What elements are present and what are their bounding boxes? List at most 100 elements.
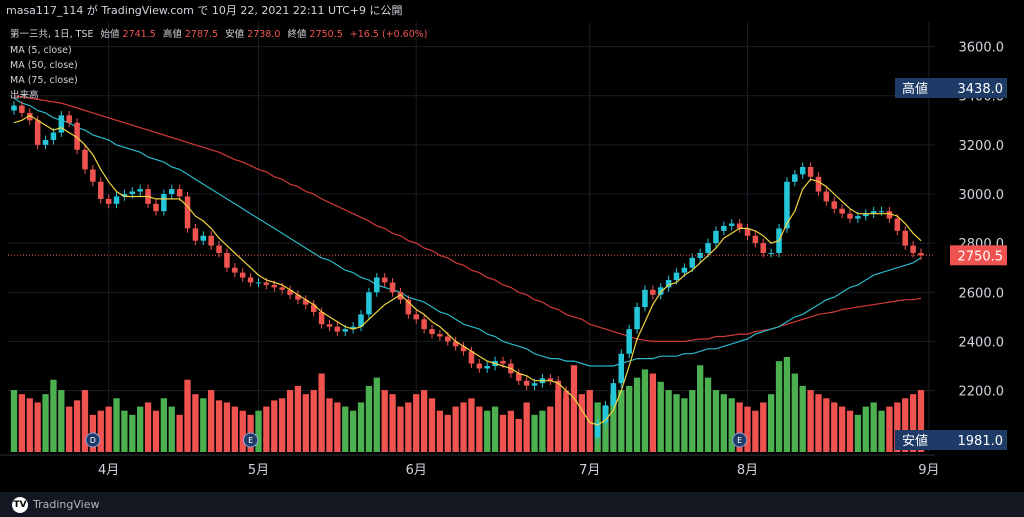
y-tick-label-5: 3200.0: [959, 139, 1005, 154]
candle-body-112: [894, 218, 901, 231]
candle-body-31: [255, 282, 262, 284]
volume-bar-88: [704, 377, 712, 452]
volume-bar-6: [58, 390, 65, 452]
candle-body-9: [82, 149, 88, 170]
candle-body-1: [19, 105, 25, 113]
volume-bar-63: [507, 410, 515, 452]
volume-bar-50: [405, 402, 412, 452]
candle-body-85: [681, 267, 688, 273]
volume-bar-17: [144, 402, 152, 452]
volume-bar-59: [476, 406, 483, 452]
volume-bar-26: [215, 400, 223, 452]
candle-body-15: [129, 191, 136, 194]
volume-bar-76: [610, 394, 617, 452]
candle-body-44: [358, 314, 364, 327]
volume-bar-75: [602, 406, 609, 452]
candle-body-71: [571, 407, 577, 421]
volume-bar-45: [365, 385, 373, 452]
candle-body-5: [50, 132, 57, 140]
ma5-layer: [13, 114, 922, 426]
legend-open: 2741.5: [123, 29, 156, 40]
candle-body-73: [586, 434, 593, 438]
volume-bar-106: [846, 410, 854, 452]
volume-bar-98: [783, 357, 791, 452]
candle-body-33: [271, 284, 278, 288]
candle-body-79: [634, 307, 640, 330]
volume-bar-65: [523, 402, 530, 452]
volume-bar-107: [854, 414, 862, 452]
volume-bar-38: [310, 390, 317, 452]
volume-bar-67: [539, 410, 546, 452]
event-marker-1: E: [243, 432, 259, 448]
candle-body-59: [476, 363, 483, 369]
volume-bar-70: [562, 398, 570, 452]
candle-body-0: [11, 105, 17, 111]
volume-bar-103: [823, 398, 830, 452]
volume-bar-37: [302, 394, 309, 452]
volume-bar-43: [349, 410, 357, 452]
candle-body-27: [224, 252, 230, 268]
candle-body-38: [310, 304, 317, 312]
price-chart[interactable]: DEED 2200.02400.02600.02800.03000.03200.…: [0, 22, 1024, 492]
volume-bar-68: [547, 406, 554, 452]
volume-bar-102: [815, 394, 822, 452]
volume-bar-16: [137, 406, 144, 452]
volume-bar-21: [176, 414, 183, 452]
legend: 第一三共, 1日, TSE 始値 2741.5 高値 2787.5 安値 273…: [10, 28, 428, 101]
volume-bar-84: [673, 394, 680, 452]
legend-ma50: MA (50, close): [10, 60, 78, 71]
candle-body-70: [563, 390, 569, 408]
legend-symbol: 第一三共, 1日, TSE: [10, 28, 93, 40]
volume-bar-87: [697, 365, 704, 452]
candle-body-110: [878, 211, 885, 213]
volume-bar-27: [223, 402, 231, 452]
candle-body-68: [547, 378, 554, 381]
volume-bar-78: [626, 385, 633, 452]
candle-body-81: [650, 289, 656, 295]
candle-body-100: [799, 166, 806, 175]
candle-body-111: [886, 211, 893, 219]
footer: TV TradingView: [0, 492, 1024, 517]
candle-body-64: [516, 373, 522, 381]
candle-body-40: [326, 324, 333, 327]
volume-bar-15: [129, 414, 136, 452]
candle-body-108: [863, 213, 869, 217]
low-badge-bg: [895, 430, 1007, 450]
candle-body-24: [200, 235, 207, 241]
candle-body-29: [239, 272, 246, 278]
tradingview-logo[interactable]: TV TradingView: [12, 492, 99, 517]
volume-bar-23: [192, 394, 199, 452]
candle-body-90: [721, 225, 727, 231]
volume-bar-11: [97, 410, 104, 452]
low-badge-label: 安値: [902, 433, 928, 449]
volume-bar-97: [775, 361, 783, 452]
candle-body-20: [168, 189, 175, 194]
candle-body-3: [34, 120, 41, 145]
volume-bar-80: [641, 369, 649, 452]
y-tick-label-2: 2600.0: [959, 286, 1005, 301]
volume-bar-9: [81, 390, 89, 452]
candle-body-14: [121, 194, 128, 197]
x-tick-label-5: 9月: [918, 463, 939, 478]
candle-body-32: [263, 282, 270, 285]
candle-body-86: [689, 257, 696, 268]
event-marker-label-2: E: [737, 436, 742, 445]
event-markers: DEED: [85, 432, 748, 448]
candle-body-89: [713, 230, 719, 244]
candle-body-69: [555, 380, 561, 391]
legend-ma5: MA (5, close): [10, 45, 72, 56]
candle-body-84: [673, 272, 680, 280]
candle-body-8: [74, 122, 80, 150]
volume-bar-96: [767, 394, 775, 452]
candle-body-19: [161, 194, 167, 212]
candle-body-87: [697, 252, 703, 258]
candle-body-49: [397, 292, 404, 300]
volume-bar-112: [894, 402, 901, 452]
event-marker-circle-2: [732, 432, 748, 448]
chart-area[interactable]: DEED 2200.02400.02600.02800.03000.03200.…: [0, 22, 1024, 492]
volume-bar-34: [279, 398, 286, 452]
legend-high: 2787.5: [185, 29, 218, 40]
volume-bar-94: [752, 410, 759, 452]
volume-bar-86: [689, 390, 696, 452]
volume-bar-54: [436, 410, 444, 452]
